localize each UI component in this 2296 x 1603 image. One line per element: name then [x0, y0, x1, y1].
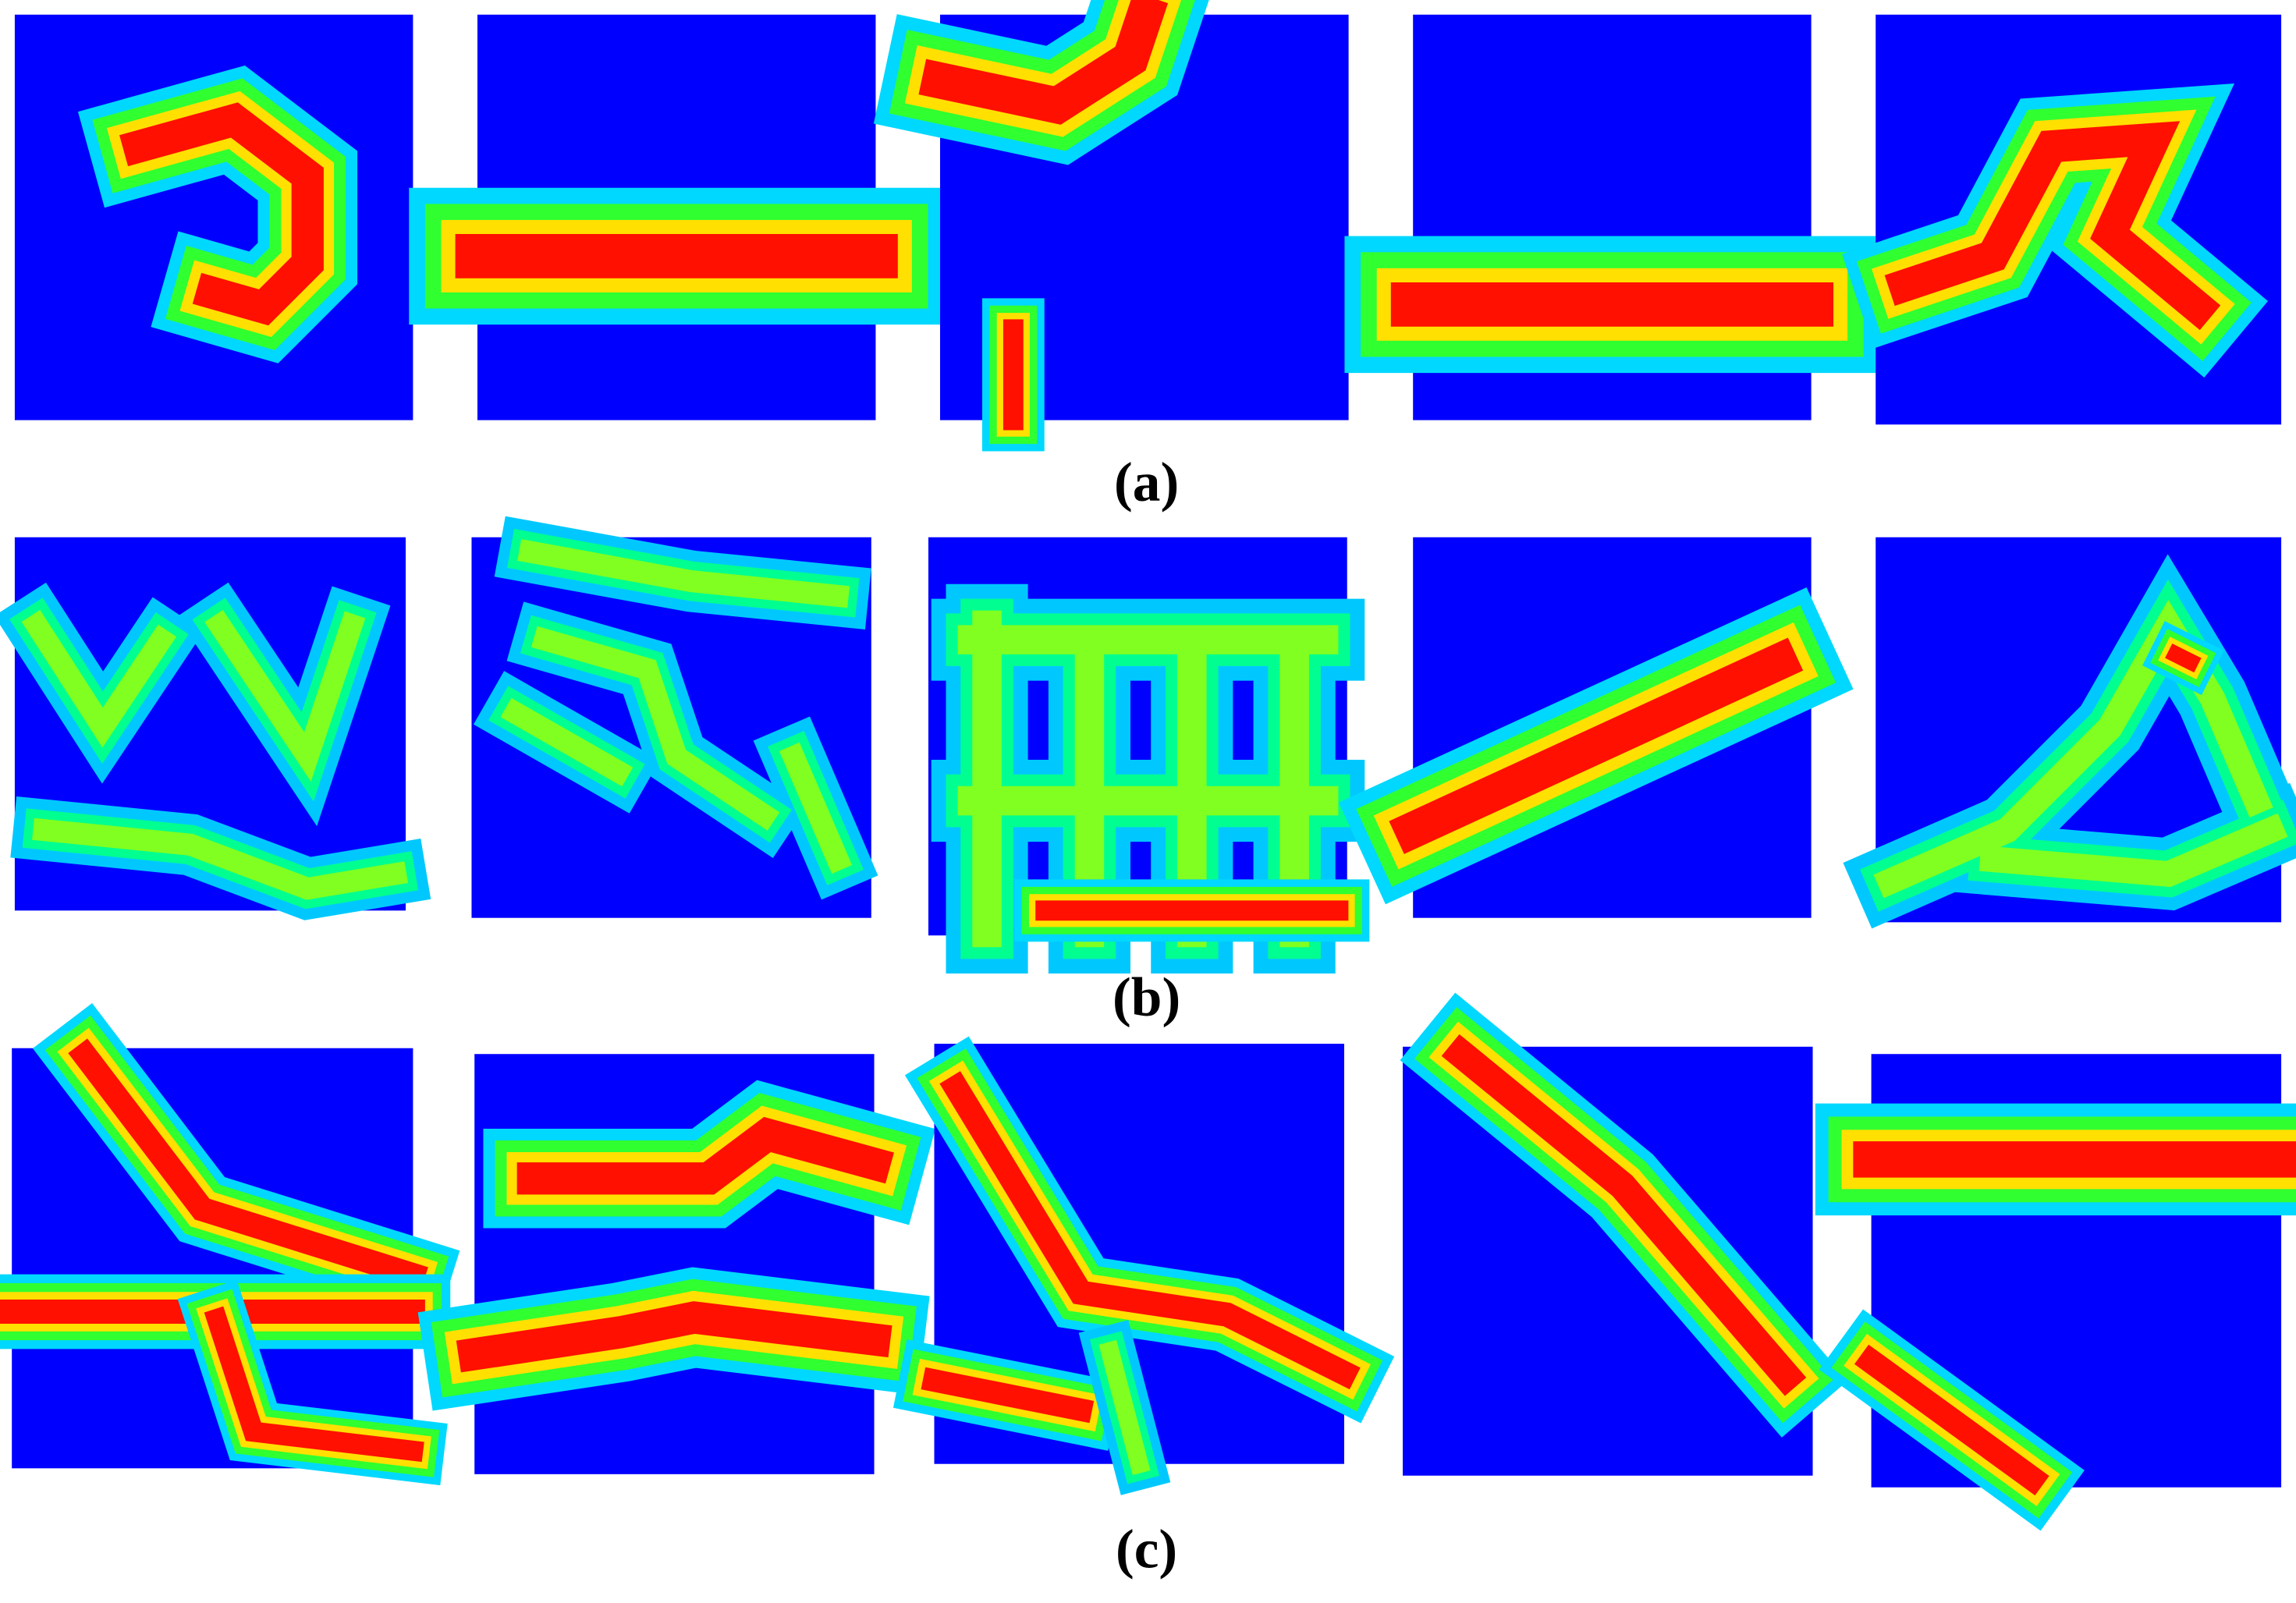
heatmap-panel — [471, 516, 878, 918]
heatmap-panel — [409, 14, 945, 420]
heat-stroke — [1854, 1344, 2049, 1496]
heat-stroke — [918, 0, 1169, 125]
caption: (a) — [1114, 451, 1179, 512]
heat-stroke — [500, 539, 853, 874]
heatmap-panel — [1400, 992, 1848, 1476]
heatmap-panel — [14, 14, 413, 420]
heat-stroke — [204, 1306, 424, 1463]
heat-stroke — [1098, 1339, 1151, 1476]
heat-stroke — [21, 609, 409, 900]
heatmap-panel — [417, 1054, 935, 1474]
heatmap-panel — [892, 1036, 1395, 1495]
heatmap-panel — [1338, 537, 1854, 918]
heat-stroke — [456, 1301, 892, 1373]
heat-stroke — [921, 1367, 1095, 1424]
heat-stroke — [957, 610, 1339, 948]
heatmap-panel — [873, 0, 1349, 452]
heatmap-panel — [0, 1003, 460, 1486]
heat-stroke — [1389, 637, 1804, 854]
heatmap-panel — [1344, 14, 1880, 420]
heatmap-panel — [0, 537, 431, 920]
heatmap-panel — [928, 537, 1370, 974]
heatmap-panel — [1815, 1054, 2296, 1531]
caption: (c) — [1116, 1518, 1177, 1580]
heat-stroke — [1441, 1034, 1807, 1396]
heatmap-panel — [1843, 537, 2296, 929]
heat-stroke — [2165, 644, 2202, 673]
heat-stroke — [939, 1071, 1361, 1390]
heat-stroke — [1873, 599, 2288, 899]
heatmap-panel — [1842, 14, 2282, 425]
heat-stroke — [516, 1116, 894, 1195]
caption: (b) — [1113, 966, 1180, 1028]
heat-stroke — [119, 102, 324, 326]
heat-stroke — [1884, 121, 2221, 331]
heat-stroke — [68, 1038, 428, 1291]
